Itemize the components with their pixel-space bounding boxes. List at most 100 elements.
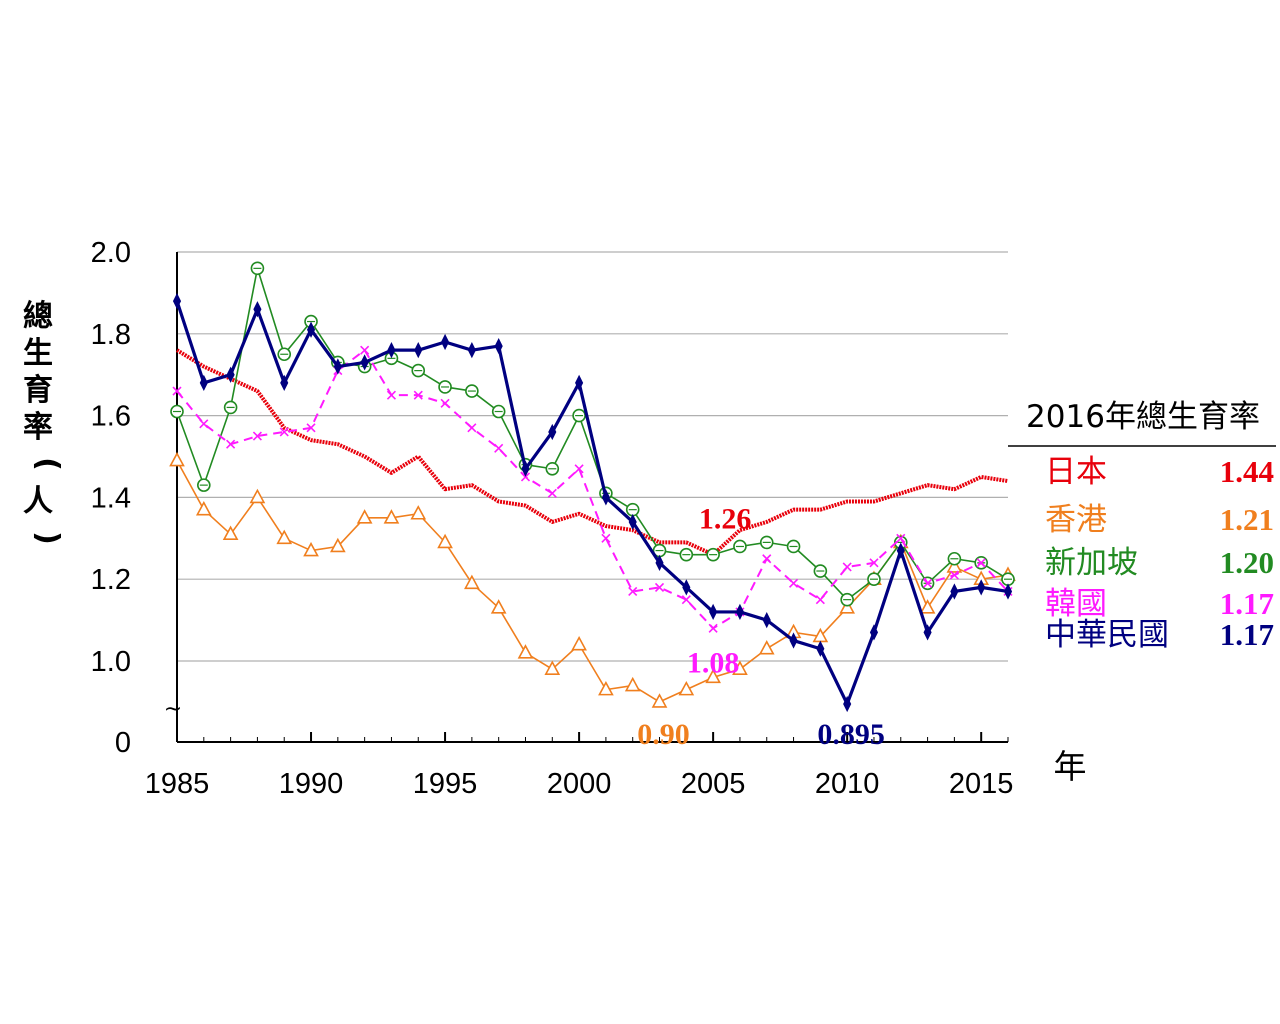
- data-point: [624, 676, 641, 692]
- data-label: 1.26: [699, 503, 752, 536]
- data-point: [387, 342, 396, 359]
- legend-title: 2016年總生育率: [1026, 399, 1260, 435]
- series-韓國: [172, 345, 1013, 633]
- data-point: [651, 693, 668, 708]
- legend-entry-name: 日本: [1045, 454, 1107, 490]
- data-point: [386, 390, 397, 400]
- legend-entry-name: 香港: [1045, 502, 1107, 538]
- data-point: [843, 695, 852, 713]
- series-line: [176, 349, 1009, 630]
- data-point: [896, 533, 906, 543]
- data-point: [306, 423, 316, 433]
- legend-entry-name: 韓國: [1045, 586, 1107, 622]
- axes: ~2.0 1.8 1.6 1.4 1.2 1.0 0 1985 1990 1995 2000 2005…: [23, 237, 1087, 800]
- data-point: [360, 354, 369, 371]
- x-tick-label: 2000: [547, 768, 612, 800]
- legend-entry-value: 1.17: [1220, 586, 1274, 621]
- data-point: [520, 472, 531, 482]
- data-point: [303, 541, 319, 557]
- data-point: [839, 599, 856, 614]
- legend-entry-name: 新加坡: [1045, 545, 1138, 581]
- data-point: [628, 586, 638, 597]
- data-point: [923, 578, 933, 588]
- data-point: [977, 579, 986, 596]
- data-point: [628, 513, 637, 531]
- data-point: [869, 558, 879, 568]
- legend-entry-value: 1.21: [1220, 502, 1274, 537]
- data-point: [280, 374, 289, 391]
- data-point: [842, 562, 852, 572]
- y-tick-label: 1.2: [91, 564, 131, 596]
- axis-break-mark: ~: [164, 697, 182, 722]
- data-point: [333, 358, 342, 375]
- data-point: [467, 423, 477, 433]
- data-label: 1.08: [687, 646, 740, 679]
- data-point: [464, 574, 480, 590]
- data-point: [574, 464, 584, 474]
- data-point: [410, 505, 427, 520]
- data-point: [950, 583, 959, 600]
- data-point: [544, 660, 561, 675]
- data-point: [521, 460, 530, 477]
- data-point: [1003, 583, 1013, 600]
- y-axis-label-paren: (: [30, 457, 65, 471]
- y-axis-label: 總生育率人: [23, 299, 53, 519]
- legend-entry-value: 1.17: [1220, 617, 1274, 652]
- series-line: [176, 460, 1009, 703]
- data-point: [195, 500, 212, 516]
- data-point: [548, 423, 557, 441]
- data-point: [919, 599, 936, 614]
- data-point: [441, 333, 450, 351]
- series-line: [175, 300, 1009, 706]
- data-point: [732, 660, 748, 675]
- data-point: [598, 680, 614, 696]
- data-point: [681, 595, 691, 605]
- x-tick-label: 2005: [681, 768, 746, 800]
- data-point: [172, 292, 182, 310]
- x-tick-label: 1990: [279, 768, 344, 800]
- data-point: [709, 603, 718, 621]
- data-point: [758, 640, 775, 655]
- y-tick-label: 1.8: [91, 319, 131, 351]
- data-point: [360, 345, 370, 355]
- x-tick-label: 1995: [413, 768, 478, 800]
- data-point: [494, 337, 503, 355]
- data-label: 0.895: [817, 718, 885, 751]
- y-tick-label: 1.4: [91, 482, 131, 514]
- data-point: [762, 611, 771, 629]
- data-point: [654, 582, 665, 592]
- data-point: [575, 374, 584, 391]
- data-point: [601, 489, 610, 506]
- data-point: [306, 321, 316, 338]
- data-point: [383, 509, 400, 524]
- series-line: [175, 348, 1009, 557]
- data-point: [226, 366, 235, 383]
- data-point: [249, 488, 266, 504]
- series-新加坡: [170, 261, 1015, 607]
- data-point: [222, 525, 239, 541]
- series-中華民國: [172, 292, 1013, 713]
- data-point: [708, 623, 718, 633]
- data-point: [946, 558, 963, 573]
- y-tick-label: 1.0: [91, 646, 131, 678]
- data-point: [414, 342, 423, 359]
- y-axis-label-paren: ): [30, 531, 65, 545]
- series-lines: [169, 261, 1016, 713]
- data-point: [467, 342, 476, 359]
- data-point: [329, 537, 346, 553]
- data-point: [253, 301, 262, 318]
- data-point: [682, 579, 691, 596]
- data-point: [949, 570, 959, 580]
- data-point: [356, 509, 373, 524]
- data-point: [655, 554, 664, 571]
- data-point: [252, 431, 262, 441]
- legend-entry-value: 1.44: [1220, 454, 1274, 489]
- data-point: [199, 374, 208, 391]
- data-point: [169, 451, 185, 467]
- data-point: [437, 533, 453, 549]
- data-point: [279, 427, 289, 437]
- data-point: [571, 635, 587, 651]
- data-point: [815, 595, 825, 605]
